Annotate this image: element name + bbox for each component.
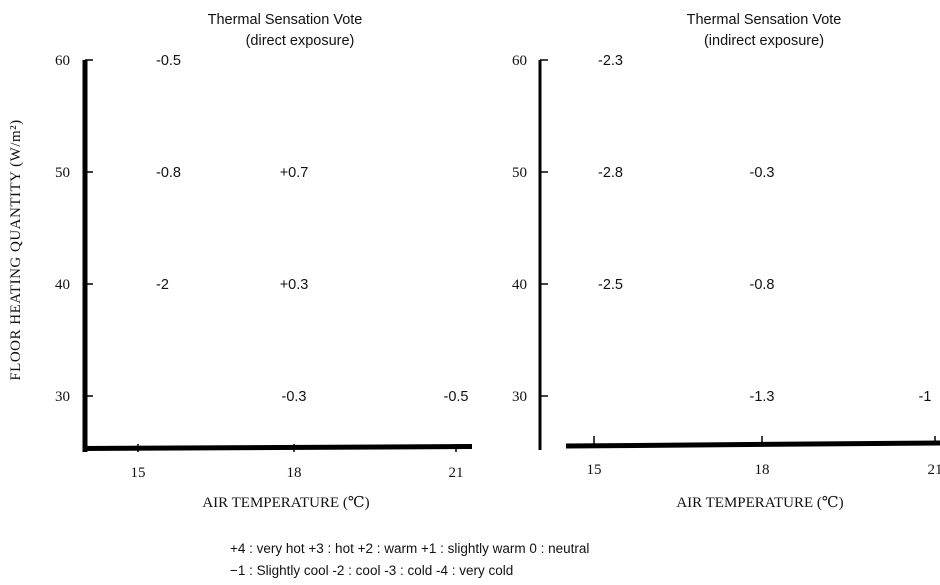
legend-line-1: +4 : very hot +3 : hot +2 : warm +1 : sl… bbox=[230, 541, 589, 556]
y-tick-label: 60 bbox=[55, 53, 70, 69]
x-tick-label: 21 bbox=[449, 465, 464, 481]
panel-title: Thermal Sensation Vote bbox=[687, 12, 842, 28]
panel-subtitle: (indirect exposure) bbox=[704, 33, 824, 49]
data-label: -0.8 bbox=[156, 165, 181, 181]
y-axis-label: FLOOR HEATING QUANTITY (W/m²) bbox=[8, 119, 24, 380]
panel-title: Thermal Sensation Vote bbox=[208, 12, 363, 28]
y-tick-label: 50 bbox=[55, 165, 70, 181]
data-label: -1.3 bbox=[750, 389, 775, 405]
panel-subtitle: (direct exposure) bbox=[246, 33, 355, 49]
data-label: -0.5 bbox=[444, 389, 469, 405]
data-label: -0.3 bbox=[282, 389, 307, 405]
x-axis-line bbox=[565, 440, 940, 449]
y-tick-label: 40 bbox=[55, 277, 70, 293]
y-tick-label: 60 bbox=[512, 53, 527, 69]
x-axis-label: AIR TEMPERATURE (℃) bbox=[202, 495, 369, 511]
x-tick-label: 15 bbox=[131, 465, 146, 481]
data-label: -0.8 bbox=[750, 277, 775, 293]
x-tick-label: 18 bbox=[287, 465, 302, 481]
data-label: +0.7 bbox=[280, 165, 309, 181]
data-label: -0.3 bbox=[750, 165, 775, 181]
x-tick-label: 15 bbox=[587, 462, 602, 478]
data-label: -2 bbox=[156, 277, 169, 293]
data-label: -2.3 bbox=[598, 53, 623, 69]
y-tick-label: 40 bbox=[512, 277, 527, 293]
data-label: +0.3 bbox=[280, 277, 309, 293]
panel-indirect: Thermal Sensation Vote (indirect exposur… bbox=[512, 12, 940, 511]
y-tick-label: 30 bbox=[512, 389, 527, 405]
data-label: -2.8 bbox=[598, 165, 623, 181]
x-axis-line bbox=[82, 444, 473, 451]
x-axis-label: AIR TEMPERATURE (℃) bbox=[676, 495, 843, 511]
data-label: -0.5 bbox=[156, 53, 181, 69]
y-tick-label: 30 bbox=[55, 389, 70, 405]
panel-direct: Thermal Sensation Vote (direct exposure)… bbox=[55, 12, 473, 511]
x-tick-label: 21 bbox=[928, 462, 940, 478]
y-tick-label: 50 bbox=[512, 165, 527, 181]
data-label: -1 bbox=[919, 389, 932, 405]
legend-line-2: −1 : Slightly cool -2 : cool -3 : cold -… bbox=[230, 563, 513, 578]
x-tick-label: 18 bbox=[755, 462, 770, 478]
data-label: -2.5 bbox=[598, 277, 623, 293]
